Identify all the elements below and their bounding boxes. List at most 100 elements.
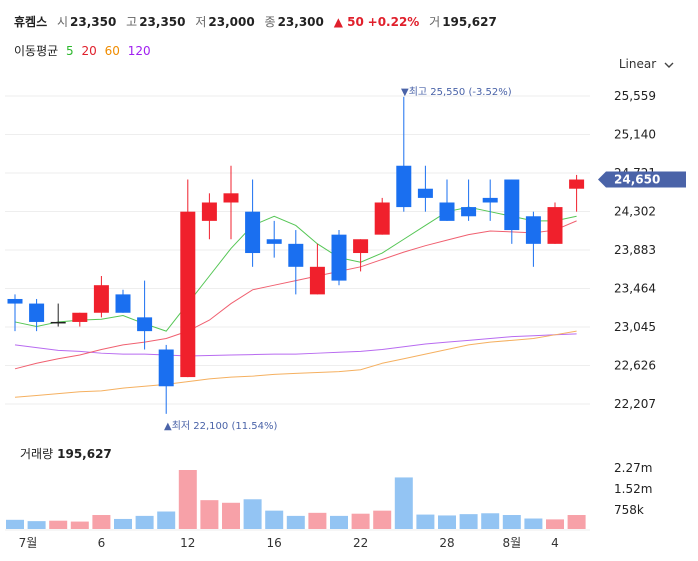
candle-body: [374, 202, 390, 235]
candle-body: [50, 321, 66, 324]
change-value: ▲ 50: [333, 15, 364, 29]
ma-legend-title: 이동평균: [14, 44, 59, 58]
candle-body: [309, 266, 325, 295]
candle-body: [201, 202, 217, 221]
volume-bar: [222, 502, 240, 529]
candle-body: [29, 303, 45, 322]
scale-select-value: Linear: [618, 57, 657, 71]
volume-bar: [567, 515, 586, 529]
volume-bar: [546, 519, 564, 529]
ma5-line: [14, 206, 577, 332]
price-tag-label: 24,650: [614, 173, 660, 187]
candle-body: [547, 207, 563, 244]
candle-body: [137, 317, 153, 332]
date-tick-label: 12: [180, 536, 195, 550]
volume-bar: [114, 518, 132, 529]
high-annotation: ▼최고 25,550 (-3.52%): [401, 86, 512, 98]
volume-bar: [373, 510, 392, 529]
date-tick-label: 6: [98, 536, 106, 550]
volume-bar: [243, 499, 262, 529]
low-annotation: ▲최저 22,100 (11.54%): [164, 420, 277, 432]
volume-bar: [308, 512, 327, 529]
candle-body: [7, 298, 23, 304]
candle-body: [115, 294, 131, 313]
price-tick-label: 23,045: [614, 320, 656, 334]
scale-select[interactable]: Linear: [619, 57, 674, 71]
volume-bar: [6, 519, 24, 529]
date-tick-label: 16: [267, 536, 282, 550]
volume-bar: [27, 521, 46, 529]
volume-bar: [265, 510, 284, 529]
low-value: 23,000: [208, 15, 255, 29]
volume-bar: [157, 511, 176, 529]
price-tick-label: 25,559: [614, 89, 656, 103]
ma5-label: 5: [66, 44, 74, 58]
volume-bar: [49, 520, 68, 529]
volume-value: 195,627: [442, 15, 497, 29]
date-tick-label: 7월: [19, 536, 38, 550]
candle-body: [439, 202, 455, 221]
price-axis-labels: 25,55925,14024,72124,30223,88323,46423,0…: [614, 89, 656, 411]
ma60-line: [14, 330, 577, 398]
volume-bar: [524, 518, 543, 529]
candle-body: [504, 179, 520, 231]
candles: [7, 96, 585, 414]
candle-body: [180, 211, 196, 378]
volume-label: 거: [429, 15, 441, 29]
high-value: 23,350: [139, 15, 186, 29]
volume-bar: [394, 477, 413, 529]
volume-bar: [92, 515, 111, 529]
close-label: 종: [264, 15, 276, 29]
volume-bar: [438, 515, 456, 529]
volume-panel-title: 거래량: [20, 447, 54, 461]
volume-bar: [416, 514, 435, 529]
candle-body: [525, 216, 541, 244]
volume-bar: [178, 470, 197, 529]
candle-body: [288, 243, 304, 267]
price-tick-label: 25,140: [614, 128, 656, 142]
volume-tick-label: 1.52m: [614, 482, 652, 496]
date-tick-label: 8월: [502, 536, 521, 550]
candle-body: [266, 239, 282, 244]
price-tag-shape: [598, 171, 686, 188]
volume-bars: [6, 470, 586, 529]
candle-body: [353, 239, 369, 254]
annotations: ▼최고 25,550 (-3.52%) ▲최저 22,100 (11.54%): [164, 86, 512, 432]
volume-bar: [286, 515, 305, 529]
date-tick-label: 22: [353, 536, 368, 550]
price-tick-label: 22,626: [614, 359, 656, 373]
ma120-label: 120: [127, 44, 151, 58]
low-label: 저: [195, 15, 207, 29]
stock-name: 휴켐스: [14, 15, 48, 29]
date-tick-label: 4: [551, 536, 559, 550]
price-header: 휴켐스 시 23,350 고 23,350 저 23,000 종 23,300 ▲ 50…: [14, 13, 503, 30]
candle-body: [569, 179, 585, 189]
candle-body: [72, 312, 88, 322]
volume-bar: [351, 513, 370, 529]
volume-tick-label: 2.27m: [614, 461, 652, 475]
ma60-label: 60: [104, 44, 120, 58]
ma20-label: 20: [81, 44, 97, 58]
volume-bar: [135, 515, 154, 529]
price-tick-label: 23,464: [614, 282, 656, 296]
candle-body: [461, 207, 477, 217]
volume-panel-value: 195,627: [57, 447, 112, 461]
high-label: 고: [126, 15, 138, 29]
candle-body: [158, 349, 174, 387]
volume-axis-labels: 2.27m 1.52m 758k: [614, 461, 652, 517]
moving-average-legend[interactable]: 이동평균 5 20 60 120: [14, 42, 155, 59]
candle-body: [396, 165, 412, 208]
price-tick-label: 22,207: [614, 397, 656, 411]
volume-bar: [459, 514, 478, 529]
volume-bar: [330, 515, 348, 529]
change-percent: +0.22%: [367, 15, 420, 29]
chevron-down-icon: [664, 62, 674, 68]
volume-bar: [200, 500, 219, 529]
candle-body: [245, 211, 261, 254]
volume-panel-label: 거래량 195,627: [20, 445, 112, 462]
open-value: 23,350: [70, 15, 117, 29]
date-axis-labels: 7월 6 12 16 22 28 8월 4: [19, 536, 559, 550]
open-label: 시: [56, 15, 68, 29]
close-value: 23,300: [277, 15, 324, 29]
